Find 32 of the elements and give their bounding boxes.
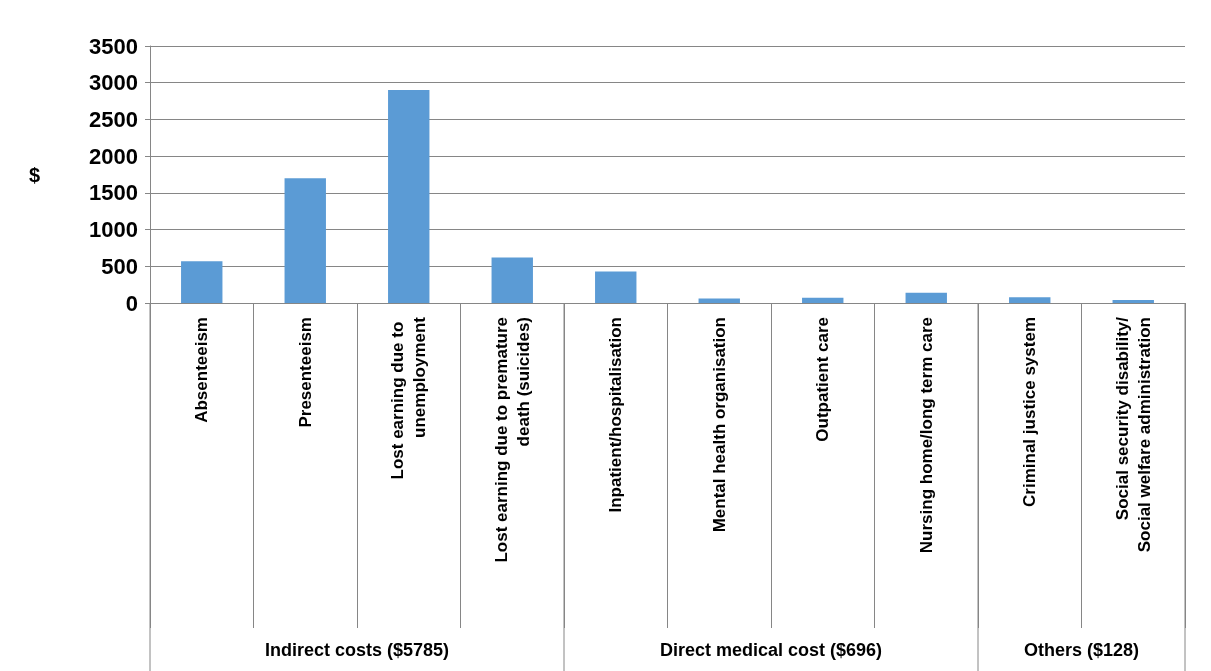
bar: [181, 261, 223, 303]
y-tick-label: 0: [125, 290, 138, 316]
bar: [388, 90, 430, 303]
x-tick-label: Lost earning due to unemployment: [388, 316, 430, 480]
x-tick-label: Outpatient care: [813, 317, 833, 442]
y-tick-label: 3000: [89, 70, 138, 96]
y-tick-label: 3500: [89, 33, 138, 59]
text: Indirect costs ($5785): [264, 640, 450, 660]
x-tick-label: Nursing home/long term care: [916, 317, 936, 554]
y-tick-label: 1500: [89, 180, 138, 206]
y-axis-title: $: [28, 163, 40, 186]
text: Direct medical cost ($696): [659, 640, 883, 660]
text: Others ($128): [1023, 640, 1140, 660]
bar: [491, 257, 533, 303]
bar: [1009, 297, 1051, 303]
x-tick-label: Social security disability/Social welfare administration: [1112, 316, 1154, 553]
x-tick-label: Inpatient/hospitalisation: [606, 317, 626, 513]
bar: [595, 271, 637, 303]
y-tick-label: 2500: [89, 106, 138, 132]
bar: [284, 178, 326, 303]
x-tick-label: Lost earning due to premature death (suicides): [491, 317, 533, 563]
x-tick-label: Criminal justice system: [1020, 317, 1040, 507]
bar: [905, 292, 947, 303]
x-tick-label: Absenteeism: [192, 317, 212, 423]
bar: [802, 297, 844, 303]
y-tick-label: 2000: [89, 143, 138, 169]
y-tick-label: 500: [101, 253, 138, 279]
x-tick-label: Mental health organisation: [709, 317, 729, 533]
bar: [698, 298, 740, 303]
y-tick-label: 1000: [89, 217, 138, 243]
bar: [1112, 300, 1154, 303]
x-tick-label: Presenteeism: [295, 317, 315, 428]
